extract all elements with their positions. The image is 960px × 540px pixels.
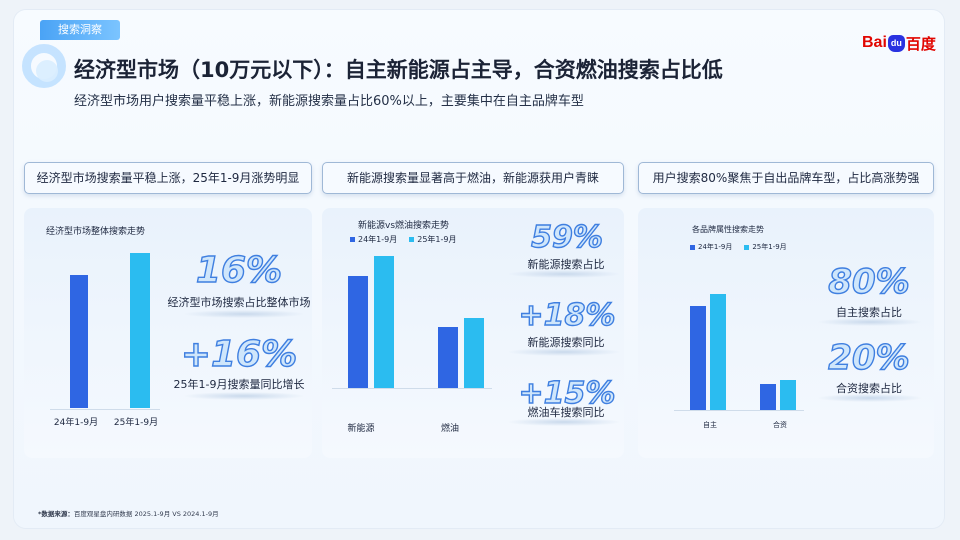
chart-title: 新能源vs燃油搜索走势 [358,221,450,231]
stat-value: +18% [518,297,616,333]
chart-title: 各品牌属性搜索走势 [692,225,764,234]
chart-legend: 24年1-9月 25年1-9月 [690,242,787,252]
legend-label: 25年1-9月 [752,243,787,251]
x-tick-label: 24年1-9月 [53,418,99,428]
legend-swatch [350,237,355,242]
stat-label: 合资搜索占比 [836,382,902,395]
x-axis [50,409,160,410]
stat-underline [508,270,620,278]
baidu-logo: Bai du 百度 [862,30,936,56]
bar-fuel-24 [438,327,458,388]
stat-value: 59% [530,219,603,255]
legend-item: 25年1-9月 [744,242,787,252]
stat-value: 80% [828,261,911,302]
panel-energy-trend: 新能源vs燃油搜索走势 24年1-9月 25年1-9月 新能源 燃油 59% 新… [322,208,624,458]
x-tick-label: 自主 [703,421,717,429]
logo-text-right: 百度 [905,35,936,53]
section-tag: 搜索洞察 [40,20,120,40]
bar-24 [70,275,88,408]
section-header-3: 用户搜索80%聚焦于自出品牌车型，占比高涨势强 [638,162,934,194]
legend-label: 24年1-9月 [358,235,398,244]
legend-swatch [409,237,415,242]
stat-label: 新能源搜索占比 [527,258,605,271]
section-header-1: 经济型市场搜索量平稳上涨，25年1-9月涨势明显 [24,162,312,194]
stat-underline [508,418,620,426]
bar-jv-25 [780,380,796,410]
stat-label: 经济型市场搜索占比整体市场 [167,296,311,309]
legend-item: 24年1-9月 [350,234,397,245]
stat-underline [184,392,304,400]
chart-legend: 24年1-9月 25年1-9月 [350,234,457,245]
x-tick-label: 燃油 [440,424,459,434]
footnote-prefix: *数据来源： [38,510,74,518]
footnote-text: 百度观星盘内研数据 2025.1-9月 VS 2024.1-9月 [73,510,219,518]
stat-underline [818,394,922,402]
legend-swatch [744,244,750,250]
bar-domestic-25 [710,294,726,410]
legend-item: 24年1-9月 [690,242,732,252]
legend-label: 25年1-9月 [417,235,457,244]
legend-item: 25年1-9月 [409,234,457,245]
x-tick-label: 新能源 [347,424,375,434]
stat-value: 16% [195,249,283,291]
chart-title: 经济型市场整体搜索走势 [46,227,146,237]
bar-jv-24 [760,384,776,410]
section-header-2: 新能源搜索量显著高于燃油，新能源获用户青睐 [322,162,624,194]
bar-25 [130,253,150,408]
legend-label: 24年1-9月 [698,243,733,251]
stat-underline [184,310,304,318]
footnote: *数据来源：百度观星盘内研数据 2025.1-9月 VS 2024.1-9月 [38,508,219,518]
slide: 搜索洞察 经济型市场（10万元以下）：自主新能源占主导，合资燃油搜索占比低 经济… [14,10,944,528]
stat-label: 25年1-9月搜索量同比增长 [173,378,305,391]
bar-nev-24 [348,276,368,388]
stat-value: 20% [828,337,911,378]
x-tick-label: 25年1-9月 [113,418,159,428]
logo-text-left: Bai [862,34,887,51]
stat-underline [818,318,922,326]
stat-value: +16% [180,333,298,375]
page-title: 经济型市场（10万元以下）：自主新能源占主导，合资燃油搜索占比低 [74,58,723,82]
stat-value: +15% [518,375,616,411]
bar-fuel-25 [464,318,484,388]
x-tick-label: 合资 [773,421,787,429]
stat-label: 燃油车搜索同比 [527,406,605,419]
paw-icon: du [887,34,905,52]
decorative-ring-icon [22,44,66,88]
decorative-dot-icon [36,60,58,82]
x-axis [674,410,804,411]
legend-swatch [690,244,695,250]
panel-market-trend: 经济型市场整体搜索走势 24年1-9月 25年1-9月 16% 经济型市场搜索占… [24,208,312,458]
stat-label: 自主搜索占比 [836,306,902,319]
x-axis [332,388,492,389]
stat-label: 新能源搜索同比 [527,336,605,349]
page-subtitle: 经济型市场用户搜索量平稳上涨，新能源搜索量占比60%以上，主要集中在自主品牌车型 [74,94,584,109]
bar-domestic-24 [690,306,706,410]
bar-nev-25 [374,256,394,388]
stat-underline [508,348,620,356]
panel-brand-trend: 各品牌属性搜索走势 24年1-9月 25年1-9月 自主 合资 80% 自主搜索… [638,208,934,458]
